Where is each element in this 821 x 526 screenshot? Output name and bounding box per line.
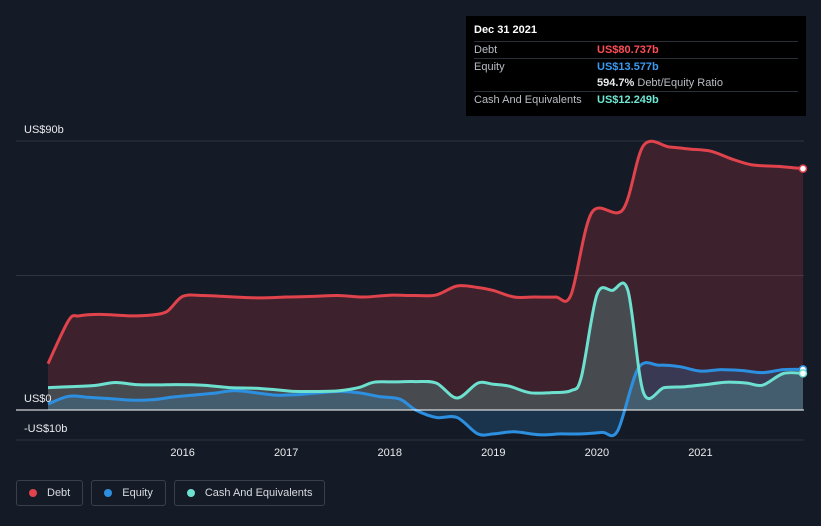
tooltip-ratio-label: Debt/Equity Ratio [637, 77, 723, 89]
area-equity [48, 362, 803, 436]
x-tick-label: 2019 [481, 447, 505, 459]
y-tick-label: US$0 [24, 393, 52, 405]
x-tick-label: 2017 [274, 447, 298, 459]
legend-item-debt[interactable]: Debt [16, 480, 84, 506]
legend-label-equity: Equity [122, 487, 153, 499]
tooltip-ratio-row: 594.7% Debt/Equity Ratio [474, 75, 798, 91]
legend-label-debt: Debt [47, 487, 71, 499]
tooltip-debt-row: Debt US$80.737b [474, 41, 798, 58]
x-tick-label: 2016 [170, 447, 194, 459]
legend-dot-cash [186, 489, 195, 497]
legend-item-equity[interactable]: Equity [91, 480, 166, 506]
legend-item-cash[interactable]: Cash And Equivalents [173, 480, 326, 506]
x-tick-label: 2021 [688, 447, 712, 459]
line-equity [47, 361, 804, 438]
series-lines [16, 139, 808, 438]
endpoint-cash [798, 369, 808, 378]
area-cash [48, 282, 803, 410]
tooltip-ratio-value: 594.7% [597, 77, 635, 89]
legend-dot-debt [29, 489, 37, 497]
tooltip-debt-value: US$80.737b [597, 44, 659, 56]
legend-dot-equity [104, 489, 113, 497]
tooltip-cash-value: US$12.249b [597, 94, 659, 106]
line-cash [47, 281, 804, 401]
tooltip-cash-label: Cash And Equivalents [474, 94, 582, 106]
tooltip-cash-row: Cash And Equivalents US$12.249b [474, 91, 798, 108]
series-areas [48, 141, 803, 436]
tooltip-date: Dec 31 2021 [474, 24, 537, 36]
tooltip-debt-label: Debt [474, 44, 498, 56]
data-tooltip: Dec 31 2021 Debt US$80.737b Equity US$13… [466, 16, 806, 116]
tooltip-equity-row: Equity US$13.577b [474, 58, 798, 75]
y-tick-label: -US$10b [24, 423, 67, 435]
tooltip-equity-value: US$13.577b [597, 61, 659, 73]
x-tick-label: 2020 [585, 447, 609, 459]
gridlines [16, 140, 804, 441]
endpoint-debt [798, 164, 808, 173]
legend-label-cash: Cash And Equivalents [204, 487, 313, 499]
axis-labels: US$90b US$0 -US$10b 2016 2017 2018 2019 2020 202… [24, 124, 713, 459]
y-tick-label: US$90b [24, 124, 64, 136]
area-debt [48, 141, 803, 410]
line-debt [46, 139, 804, 365]
x-tick-label: 2018 [378, 447, 402, 459]
chart-legend: Debt Equity Cash And Equivalents [16, 480, 326, 506]
tooltip-equity-label: Equity [474, 61, 505, 73]
